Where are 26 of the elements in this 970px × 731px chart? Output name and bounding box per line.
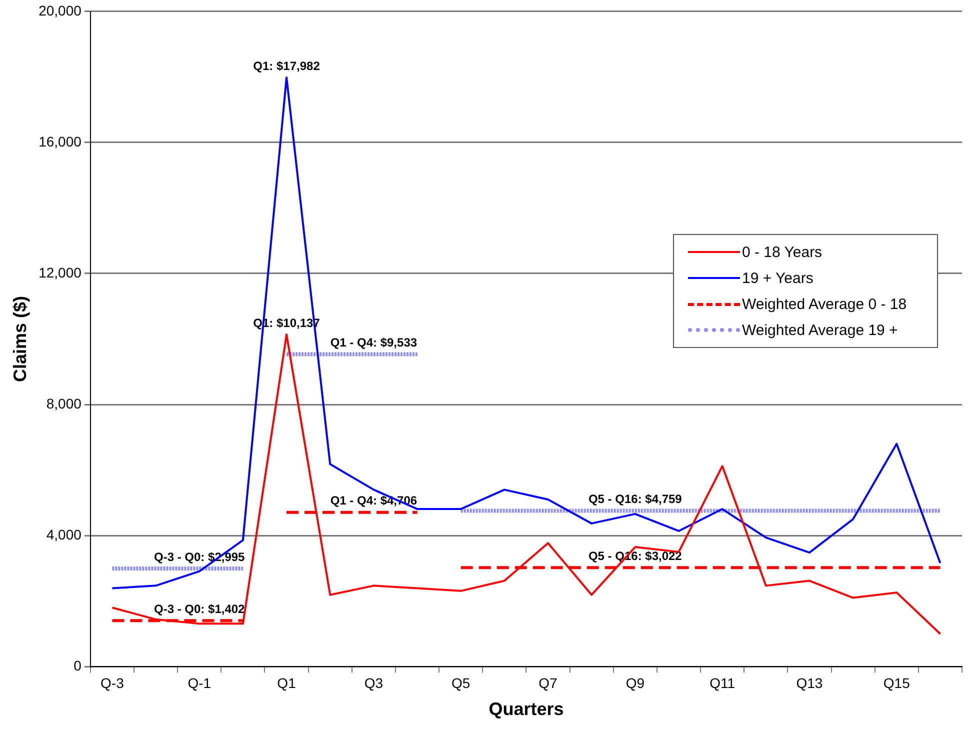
x-tick-label: Q-1 <box>188 674 212 691</box>
legend-label: Weighted Average 0 - 18 <box>742 296 907 313</box>
x-tick-label: Q15 <box>883 674 910 691</box>
x-tick-label: Q7 <box>538 674 558 691</box>
x-tick-label: Q3 <box>364 674 384 691</box>
legend-label: 0 - 18 Years <box>742 244 822 261</box>
annotation: Q1 - Q4: $9,533 <box>330 336 418 350</box>
y-tick-label: 0 <box>74 657 82 674</box>
annotation: Q1: $17,982 <box>253 58 320 73</box>
legend-label: Weighted Average 19 + <box>742 322 898 339</box>
x-tick-label: Q5 <box>452 674 470 691</box>
x-tick-label: Q-3 <box>100 674 124 691</box>
annotation: Q5 - Q16: $4,759 <box>588 492 682 506</box>
x-tick-label: Q9 <box>626 674 645 691</box>
annotation: Q-3 - Q0: $1,402 <box>154 602 246 616</box>
y-tick-label: 20,000 <box>38 2 82 18</box>
y-tick-label: 4,000 <box>46 526 82 542</box>
y-axis-title: Claims ($) <box>10 296 30 382</box>
legend-label: 19 + Years <box>742 270 814 287</box>
x-tick-label: Q13 <box>796 674 823 691</box>
x-tick-label: Q11 <box>710 674 736 691</box>
x-axis-title: Quarters <box>488 699 564 720</box>
y-tick-label: 8,000 <box>46 395 82 412</box>
y-tick-label: 16,000 <box>38 133 82 150</box>
y-tick-label: 12,000 <box>38 264 82 280</box>
x-tick-label: Q1 <box>277 674 296 691</box>
